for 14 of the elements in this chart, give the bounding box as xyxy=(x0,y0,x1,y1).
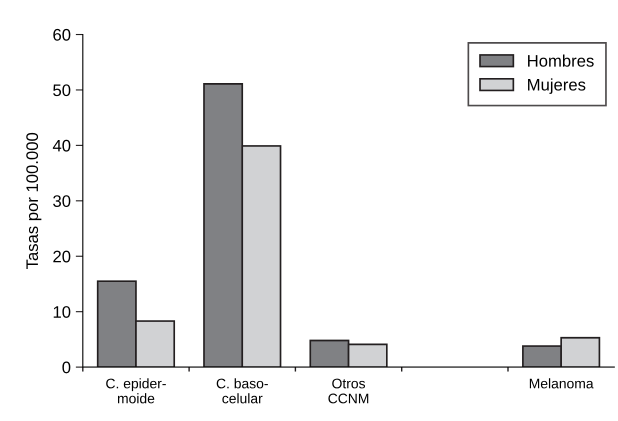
x-tick-label: C. baso- celular xyxy=(216,378,268,404)
y-tick-label: 30 xyxy=(53,195,70,208)
y-tick-label: 10 xyxy=(54,306,70,318)
x-tick-label: C. epider- moide xyxy=(106,378,166,404)
x-tick-label: Otros CCNM xyxy=(328,378,368,404)
legend-label: Hombres xyxy=(528,54,594,67)
y-axis-title: Tasas por 100.000 xyxy=(26,132,42,269)
legend-label: Mujeres xyxy=(528,78,586,94)
y-tick-label: 60 xyxy=(53,28,70,41)
y-tick-label: 50 xyxy=(53,84,70,96)
y-tick-label: 20 xyxy=(53,250,70,262)
x-tick-label: Melanoma xyxy=(530,378,594,388)
y-tick-label: 0 xyxy=(62,362,70,374)
y-tick-label: 40 xyxy=(52,140,70,152)
